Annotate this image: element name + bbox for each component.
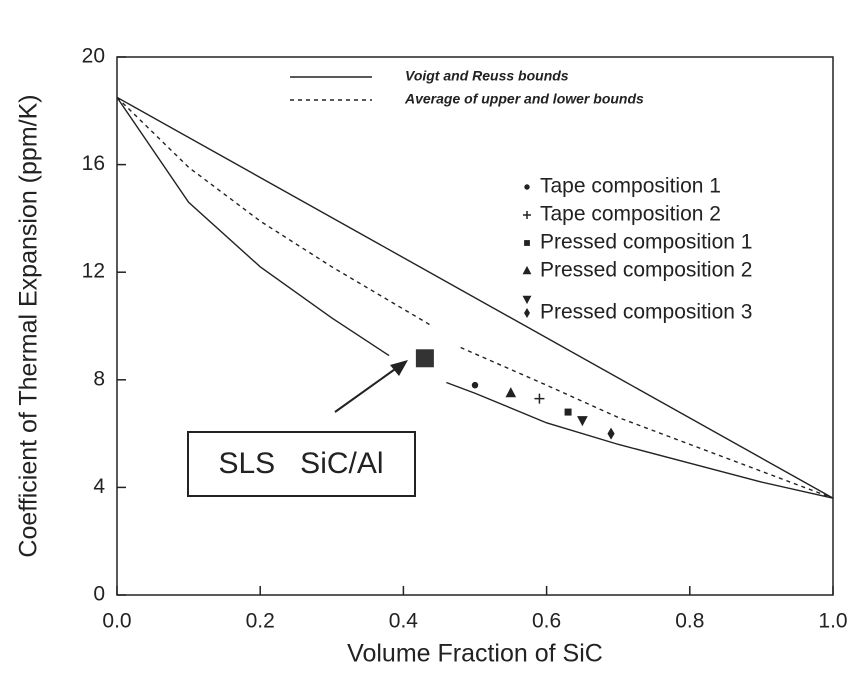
x-tick-label: 0.8 bbox=[675, 610, 704, 633]
y-tick-label: 20 bbox=[82, 45, 105, 68]
legend-label: Tape composition 2 bbox=[540, 203, 721, 226]
annotation-point bbox=[415, 349, 434, 368]
legend-marker bbox=[522, 295, 532, 305]
annotation-arrow bbox=[334, 366, 399, 413]
point bbox=[505, 387, 517, 398]
legend-label: Pressed composition 1 bbox=[540, 231, 752, 254]
legend-marker bbox=[524, 184, 530, 190]
x-tick-label: 1.0 bbox=[818, 610, 847, 633]
point bbox=[471, 381, 479, 389]
point bbox=[607, 427, 615, 440]
legend-marker bbox=[523, 211, 531, 219]
y-tick-label: 0 bbox=[93, 583, 105, 606]
x-axis-label: Volume Fraction of SiC bbox=[347, 640, 603, 668]
annotation-box bbox=[187, 431, 416, 497]
point bbox=[577, 416, 588, 427]
legend-marker bbox=[522, 265, 532, 275]
legend-label: Tape composition 1 bbox=[540, 175, 721, 198]
arrow-head bbox=[390, 360, 408, 376]
point bbox=[534, 393, 545, 404]
legend-marker bbox=[524, 240, 530, 246]
x-tick-label: 0.6 bbox=[532, 610, 561, 633]
line bbox=[116, 96, 834, 499]
y-tick-label: 8 bbox=[93, 367, 105, 390]
annotation-text: SLS SiC/Al bbox=[218, 447, 383, 480]
y-tick-label: 4 bbox=[93, 475, 105, 498]
legend-label: Average of upper and lower bounds bbox=[404, 91, 644, 107]
legend-label: Voigt and Reuss bounds bbox=[405, 68, 569, 84]
point bbox=[564, 408, 572, 416]
plot-frame bbox=[116, 56, 834, 596]
legend-label: Pressed composition 3 bbox=[540, 301, 752, 324]
x-tick-label: 0.2 bbox=[246, 610, 275, 633]
line bbox=[116, 96, 834, 499]
y-tick-label: 12 bbox=[82, 260, 105, 283]
legend-marker bbox=[524, 308, 530, 318]
legend-label: Pressed composition 2 bbox=[540, 259, 752, 282]
x-tick-label: 0.4 bbox=[389, 610, 419, 633]
line bbox=[116, 96, 834, 499]
y-axis-label: Coefficient of Thermal Expansion (ppm/K) bbox=[15, 94, 43, 557]
x-tick-label: 0.0 bbox=[102, 610, 131, 633]
y-tick-label: 16 bbox=[82, 152, 105, 175]
